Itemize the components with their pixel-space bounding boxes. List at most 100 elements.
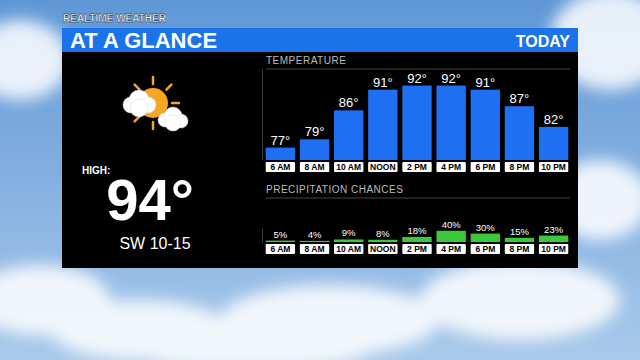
bar: [402, 237, 431, 242]
x-tick: 10 AM: [334, 161, 363, 172]
label-box: [300, 162, 329, 172]
bar: [266, 148, 295, 160]
label-box: [300, 244, 329, 254]
bar: [539, 236, 568, 242]
x-tick-label: 6 PM: [475, 244, 495, 254]
icon-cloud: [165, 115, 181, 131]
bar: [505, 106, 534, 160]
data-labels: 5%4%9%8%18%40%30%15%23%: [274, 219, 564, 240]
cloud: [420, 260, 620, 340]
x-tick-label: 6 AM: [270, 162, 290, 172]
x-tick-label: 8 AM: [305, 244, 325, 254]
x-tick: 6 AM: [266, 243, 295, 254]
label-box: [368, 162, 397, 172]
bar: [436, 86, 465, 160]
x-tick-label: 4 PM: [441, 162, 461, 172]
x-tick: 2 PM: [402, 161, 431, 172]
label-box: [539, 162, 568, 172]
bar: [539, 127, 568, 160]
label-box: [436, 244, 465, 254]
bar: [334, 110, 363, 160]
label-box: [471, 162, 500, 172]
data-label: 40%: [442, 219, 462, 230]
x-tick-label: 10 AM: [336, 244, 361, 254]
label-box: [334, 162, 363, 172]
x-tick: NOON: [368, 243, 397, 254]
x-tick-label: 10 PM: [541, 162, 566, 172]
x-tick: 10 PM: [539, 161, 568, 172]
bar: [266, 241, 295, 242]
x-tick-label: 6 PM: [475, 162, 495, 172]
x-tick: 6 AM: [266, 161, 295, 172]
icon-cloud: [130, 99, 148, 117]
high-value: 94°: [106, 167, 194, 232]
x-axis: 6 AM 8 AM 10 AM NOON 2 PM 4 PM 6 PM 8 PM 10 PM: [265, 161, 571, 172]
x-tick: 4 PM: [436, 243, 465, 254]
bar: [471, 234, 500, 242]
x-tick-label: 2 PM: [407, 162, 427, 172]
wind: SW 10-15: [119, 235, 190, 252]
data-label: 87°: [510, 91, 530, 106]
sun-ray: [172, 102, 179, 105]
bar: [505, 238, 534, 242]
x-tick-label: 8 PM: [510, 162, 530, 172]
brand: REALTIME WEATHER: [63, 13, 167, 24]
data-label: 30%: [476, 222, 496, 233]
bar: [368, 90, 397, 160]
weather-icon: [123, 77, 188, 131]
label-box: [505, 162, 534, 172]
period: TODAY: [516, 33, 571, 50]
title: AT A GLANCE: [70, 28, 217, 53]
data-label: 77°: [271, 133, 291, 148]
panel: [62, 28, 578, 268]
label-box: [266, 162, 295, 172]
sun-ray: [166, 85, 171, 90]
bars: [266, 86, 569, 160]
chart: PRECIPITATION CHANCES5%4%9%8%18%40%30%15…: [263, 184, 571, 254]
title-rule: [266, 69, 570, 70]
data-label: 92°: [441, 71, 461, 86]
data-label: 92°: [407, 71, 427, 86]
bar: [368, 240, 397, 242]
data-label: 18%: [407, 225, 427, 236]
chart-title: PRECIPITATION CHANCES: [266, 184, 403, 195]
x-tick: 10 PM: [539, 243, 568, 254]
label-box: [402, 244, 431, 254]
data-label: 8%: [376, 228, 390, 239]
x-tick-label: 8 AM: [305, 162, 325, 172]
x-tick-label: NOON: [370, 162, 396, 172]
x-tick: 8 AM: [300, 161, 329, 172]
sky-background: [0, 0, 640, 360]
sun-ray: [135, 85, 140, 90]
bar: [402, 86, 431, 160]
x-tick-label: NOON: [370, 244, 396, 254]
sky-clouds: [0, 0, 640, 360]
x-tick-label: 8 PM: [510, 244, 530, 254]
data-label: 9%: [342, 227, 356, 238]
x-tick: 8 PM: [505, 161, 534, 172]
x-tick: 4 PM: [436, 161, 465, 172]
data-label: 91°: [475, 75, 495, 90]
bar: [436, 231, 465, 242]
data-label: 86°: [339, 95, 359, 110]
data-labels: 77°79°86°91°92°92°91°87°82°: [271, 71, 564, 148]
sun-ray: [152, 122, 155, 129]
chart: TEMPERATURE77°79°86°91°92°92°91°87°82°6 …: [263, 55, 571, 172]
data-label: 15%: [510, 226, 530, 237]
x-tick-label: 6 AM: [270, 244, 290, 254]
title-rule: [266, 198, 570, 199]
x-axis: 6 AM 8 AM 10 AM NOON 2 PM 4 PM 6 PM 8 PM 10 PM: [265, 243, 571, 254]
x-tick-label: 10 PM: [541, 244, 566, 254]
label-box: [471, 244, 500, 254]
x-tick-label: 2 PM: [407, 244, 427, 254]
label-box: [436, 162, 465, 172]
data-label: 5%: [274, 229, 288, 240]
data-label: 91°: [373, 75, 393, 90]
label-box: [334, 244, 363, 254]
x-tick: NOON: [368, 161, 397, 172]
x-tick: 2 PM: [402, 243, 431, 254]
y-axis: [262, 70, 263, 161]
x-tick: 10 AM: [334, 243, 363, 254]
x-tick: 6 PM: [471, 161, 500, 172]
graphic: REALTIME WEATHERAT A GLANCETODAYHIGH:94°…: [0, 0, 640, 360]
